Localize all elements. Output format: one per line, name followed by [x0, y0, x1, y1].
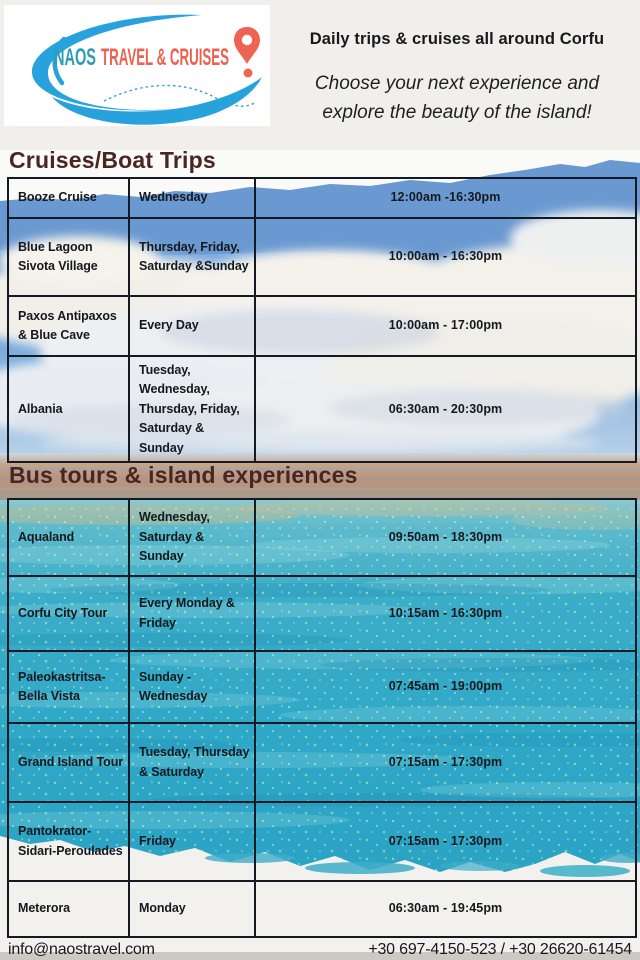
trip-time-cell: 07:15am - 17:30pm: [254, 724, 635, 801]
footer-email: info@naostravel.com: [8, 941, 155, 958]
trip-name-cell: Meterora: [18, 901, 70, 916]
footer: info@naostravel.com +30 697-4150-523 / +…: [8, 941, 632, 959]
trip-name-cell: Paxos Antipaxos & Blue Cave: [18, 308, 117, 342]
trip-time-cell: 10:00am - 17:00pm: [254, 297, 635, 355]
section-title-bus-tours: Bus tours & island experiences: [9, 462, 358, 488]
table-row: Corfu City Tour Every Monday & Friday 10…: [9, 575, 635, 650]
trip-name-cell: Paleokastritsa-Bella Vista: [18, 669, 106, 703]
swoosh-tail: [52, 77, 262, 125]
trip-days-cell: Sunday - Wednesday: [128, 652, 254, 722]
section-title-cruises: Cruises/Boat Trips: [9, 147, 216, 173]
table-row: Grand Island Tour Tuesday, Thursday & Sa…: [9, 722, 635, 801]
torn-edge-top: [0, 150, 640, 201]
trip-days-cell: Thursday, Friday, Saturday &Sunday: [128, 219, 254, 295]
location-pin-icon: [234, 27, 260, 78]
trip-time-cell: 06:30am - 20:30pm: [254, 357, 635, 462]
torn-edge-bottom: [0, 836, 640, 960]
table-row: Aqualand Wednesday, Saturday & Sunday 09…: [9, 500, 635, 575]
trip-name-cell: Booze Cruise: [18, 190, 97, 205]
trip-days-cell: Every Monday & Friday: [128, 577, 254, 650]
trip-time-cell: 07:15am - 17:30pm: [254, 803, 635, 880]
swoosh-inner-arc: [52, 36, 67, 86]
bottom-shadow: [0, 952, 640, 960]
trip-name-cell: Aqualand: [18, 529, 75, 544]
header-subtitle: Choose your next experience and explore …: [314, 73, 600, 123]
trip-time-cell: 09:50am - 18:30pm: [254, 500, 635, 575]
trip-name-cell: Pantokrator-Sidari-Peroulades: [18, 824, 123, 858]
clouds: [0, 210, 640, 454]
trip-time-cell: 10:00am - 16:30pm: [254, 219, 635, 295]
trip-days-cell: Wednesday: [128, 179, 254, 217]
table-row: Paleokastritsa-Bella Vista Sunday - Wedn…: [9, 650, 635, 722]
table-row: Meterora Monday 06:30am - 19:45pm: [9, 880, 635, 936]
swoosh-crescent: [31, 14, 218, 111]
table-row: Paxos Antipaxos & Blue Cave Every Day 10…: [9, 295, 635, 355]
table-row: Pantokrator-Sidari-Peroulades Friday 07:…: [9, 801, 635, 880]
trip-days-cell: Every Day: [128, 297, 254, 355]
trip-time-cell: 10:15am - 16:30pm: [254, 577, 635, 650]
trip-days-cell: Tuesday, Thursday & Saturday: [128, 724, 254, 801]
cruises-table: Booze Cruise Wednesday 12:00am -16:30pm …: [7, 177, 637, 463]
table-row: Booze Cruise Wednesday 12:00am -16:30pm: [9, 179, 635, 217]
trip-name-cell: Blue Lagoon Sivota Village: [18, 239, 98, 273]
beach-band: [0, 453, 640, 500]
trip-name-cell: Grand Island Tour: [18, 754, 124, 769]
trip-days-cell: Tuesday, Wednesday, Thursday, Friday, Sa…: [128, 357, 254, 462]
trip-time-cell: 07:45am - 19:00pm: [254, 652, 635, 722]
header-text: Daily trips & cruises all around Corfu C…: [297, 30, 617, 127]
logo: NAOS TRAVEL & CRUISES: [4, 5, 270, 126]
sea: [0, 500, 640, 880]
trip-days-cell: Monday: [128, 882, 254, 936]
trip-name-cell: Albania: [18, 401, 63, 416]
header-title: Daily trips & cruises all around Corfu: [309, 30, 605, 48]
table-row: Albania Tuesday, Wednesday, Thursday, Fr…: [9, 355, 635, 462]
trip-time-cell: 12:00am -16:30pm: [254, 179, 635, 217]
trip-days-cell: Friday: [128, 803, 254, 880]
brand-name-secondary: TRAVEL & CRUISES: [101, 44, 229, 71]
logo-graphic: NAOS TRAVEL & CRUISES: [31, 14, 262, 125]
bus-tours-table: Aqualand Wednesday, Saturday & Sunday 09…: [7, 498, 637, 938]
brand-name-primary: NAOS: [54, 44, 96, 71]
trip-days-cell: Wednesday, Saturday & Sunday: [128, 500, 254, 575]
trip-name-cell: Corfu City Tour: [18, 605, 108, 620]
trip-time-cell: 06:30am - 19:45pm: [254, 882, 635, 936]
table-row: Blue Lagoon Sivota Village Thursday, Fri…: [9, 217, 635, 295]
footer-phones: +30 697-4150-523 / +30 26620-61454: [368, 941, 632, 958]
